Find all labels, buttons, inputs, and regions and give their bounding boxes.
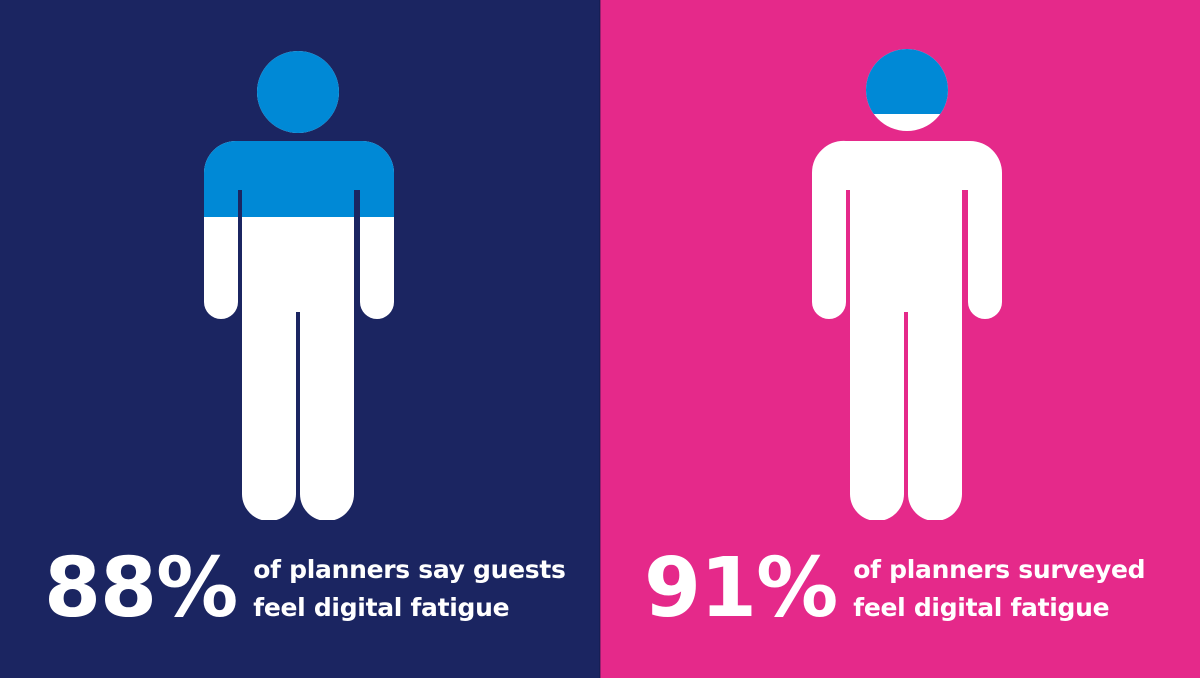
panel-divider [599, 0, 601, 678]
caption-line: of planners surveyed [853, 555, 1146, 584]
stat-caption: of planners surveyed feel digital fatigu… [853, 551, 1145, 627]
caption-line: feel digital fatigue [253, 593, 510, 622]
person-icon [204, 51, 394, 520]
caption-line: of planners say guests [253, 555, 566, 584]
right-stat: 91% of planners surveyed feel digital fa… [644, 541, 1146, 636]
percent-value: 88% [44, 541, 238, 636]
caption-line: feel digital fatigue [853, 593, 1110, 622]
person-icon [811, 49, 1002, 520]
percent-value: 91% [644, 541, 838, 636]
right-panel: 91% of planners surveyed feel digital fa… [600, 0, 1200, 678]
stat-caption: of planners say guests feel digital fati… [253, 551, 566, 627]
left-panel: 88% of planners say guests feel digital … [0, 0, 600, 678]
left-stat: 88% of planners say guests feel digital … [44, 548, 566, 630]
